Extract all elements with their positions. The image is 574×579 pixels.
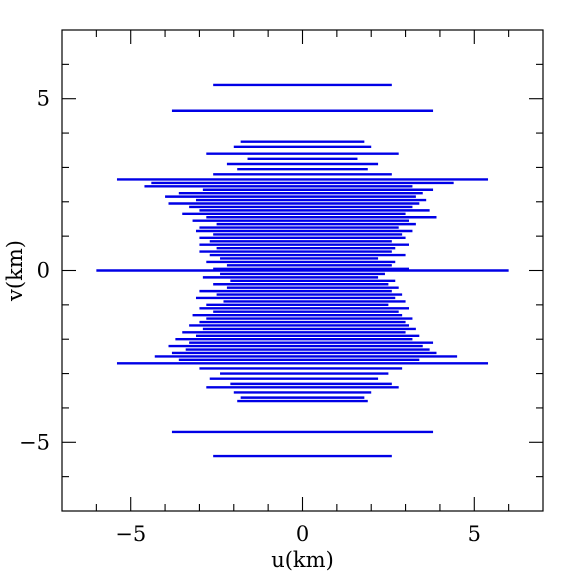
y-tick-label: −5 bbox=[19, 430, 50, 454]
x-axis-label: u(km) bbox=[271, 548, 334, 572]
y-axis-label: v(km) bbox=[3, 240, 27, 302]
label-layer: −5 0 5 −5 0 5 bbox=[19, 87, 481, 546]
x-tick-label: 5 bbox=[468, 522, 481, 546]
tick-layer bbox=[62, 30, 543, 511]
track-layer bbox=[96, 83, 509, 458]
y-tick-label: 0 bbox=[37, 259, 50, 283]
x-tick-label: 0 bbox=[296, 522, 309, 546]
x-tick-label: −5 bbox=[115, 522, 146, 546]
y-tick-label: 5 bbox=[37, 87, 50, 111]
